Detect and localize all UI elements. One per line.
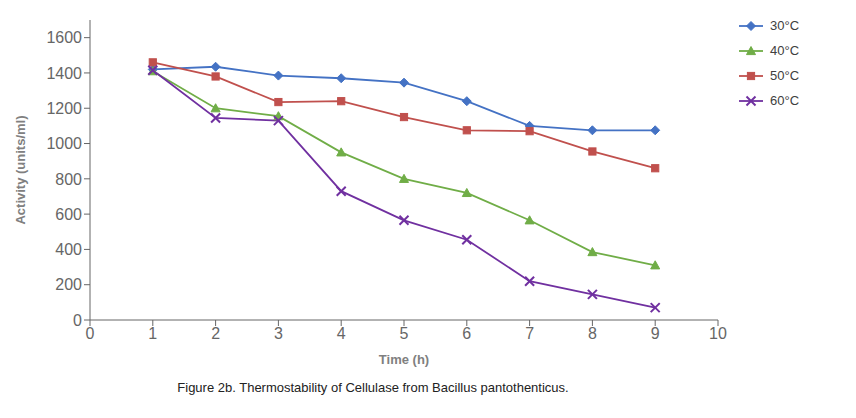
svg-text:200: 200 [55,276,82,293]
svg-text:1200: 1200 [46,100,82,117]
svg-text:1: 1 [148,325,157,342]
svg-text:7: 7 [525,325,534,342]
svg-text:Time (h): Time (h) [379,352,429,367]
svg-text:0: 0 [86,325,95,342]
svg-text:8: 8 [588,325,597,342]
html-text:Figure 2b. Thermostability of: Figure 2b. Thermostability of Cellulase … [177,380,569,395]
svg-text:2: 2 [211,325,220,342]
svg-text:9: 9 [651,325,660,342]
svg-text:0: 0 [73,312,82,329]
svg-text:400: 400 [55,241,82,258]
html-text:30°C: 30°C [770,18,799,33]
html-text:60°C: 60°C [770,93,799,108]
svg-text:600: 600 [55,206,82,223]
svg-text:3: 3 [274,325,283,342]
svg-text:1400: 1400 [46,65,82,82]
html-text:40°C: 40°C [770,43,799,58]
svg-text:Activity (units/ml): Activity (units/ml) [13,115,28,224]
svg-text:4: 4 [337,325,346,342]
html-text:50°C: 50°C [770,68,799,83]
svg-text:10: 10 [709,325,727,342]
svg-text:5: 5 [400,325,409,342]
svg-text:800: 800 [55,171,82,188]
svg-text:1000: 1000 [46,135,82,152]
svg-text:6: 6 [462,325,471,342]
svg-text:1600: 1600 [46,29,82,46]
